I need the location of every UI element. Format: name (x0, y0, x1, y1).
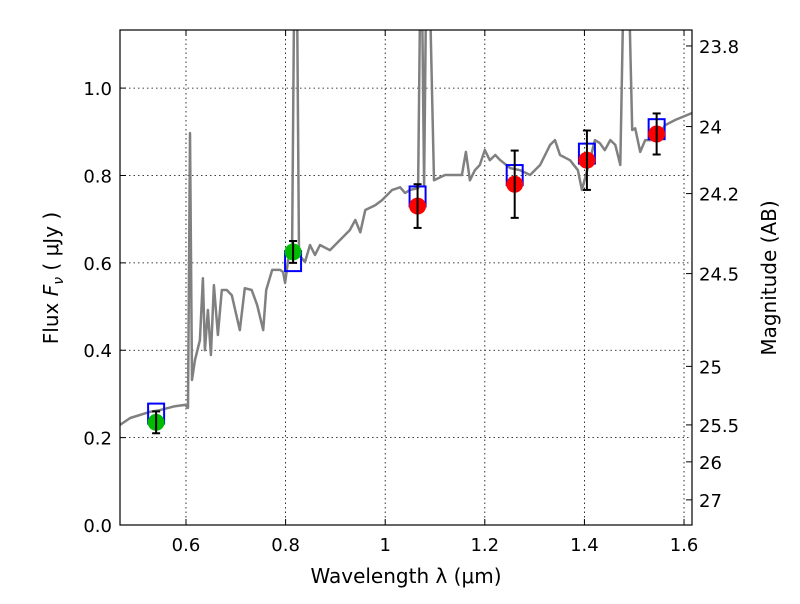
y-tick-label: 0.6 (83, 254, 112, 275)
x-tick-label: 1.4 (570, 535, 599, 556)
right-tick-label: 27 (699, 491, 722, 512)
y-tick-label: 0.2 (83, 429, 112, 450)
right-tick-label: 26 (699, 453, 722, 474)
x-tick-label: 1.6 (670, 535, 699, 556)
right-tick-label: 24.2 (699, 185, 739, 206)
x-tick-label: 1 (379, 535, 390, 556)
spectrum (120, 30, 692, 427)
right-tick-label: 24 (699, 118, 722, 139)
spectrum-line (120, 30, 692, 427)
y-axis-label: Flux Fν ( μJy ) (39, 212, 67, 344)
y-tick-label: 1.0 (83, 79, 112, 100)
right-tick-label: 24.5 (699, 265, 739, 286)
y-tick-label: 0.8 (83, 166, 112, 187)
x-tick-label: 1.2 (470, 535, 499, 556)
right-axis-label: Magnitude (AB) (757, 200, 781, 355)
grid (120, 30, 692, 526)
data-markers (147, 112, 666, 435)
right-tick-label: 25.5 (699, 416, 739, 437)
y-tick-label: 0.4 (83, 341, 112, 362)
right-tick-label: 23.8 (699, 37, 739, 58)
y-tick-label: 0.0 (83, 516, 112, 537)
plot-frame (119, 29, 693, 526)
x-tick-label: 0.8 (271, 535, 300, 556)
x-axis-label: Wavelength λ (μm) (310, 564, 501, 588)
x-tick-label: 0.6 (172, 535, 201, 556)
ticks: 0.6 0.8 1 1.2 1.4 1.6 0.0 0.2 0.4 0.6 0.8 1.0 23.8 24… (83, 30, 739, 556)
right-tick-label: 25 (699, 357, 722, 378)
